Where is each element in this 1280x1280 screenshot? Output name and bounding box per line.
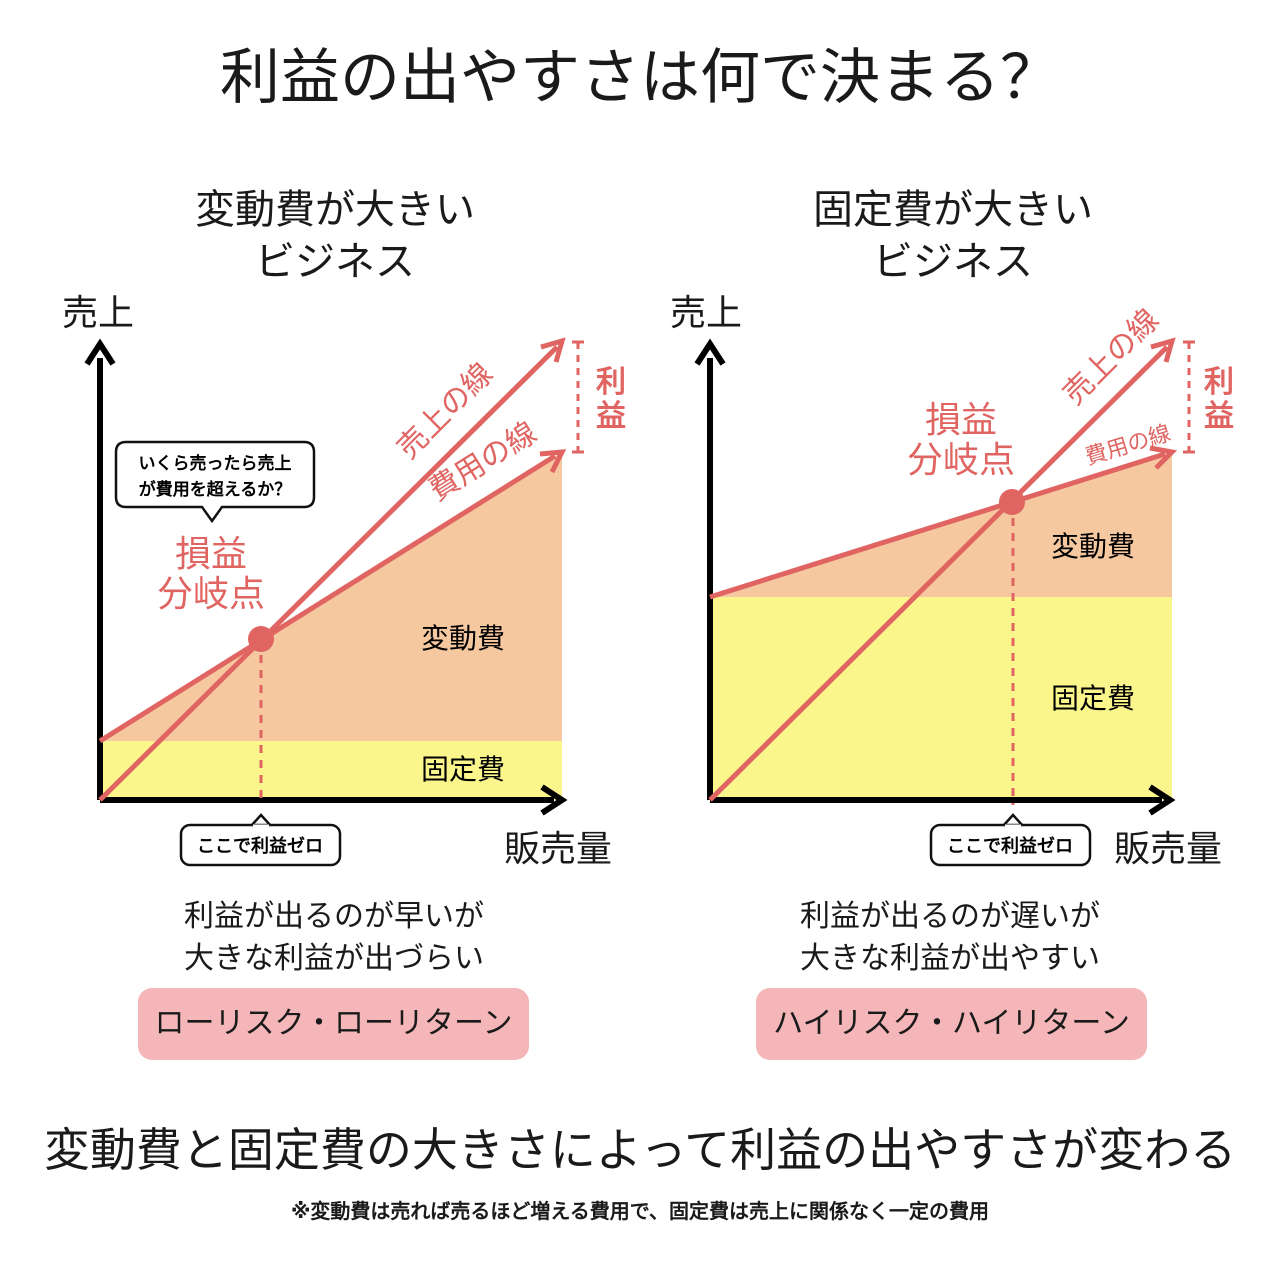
right-heading-line2: ビジネス — [873, 239, 1033, 285]
left-description-line2: 大きな利益が出づらい — [184, 941, 484, 976]
left-bep-point — [248, 626, 274, 652]
right-bep-label-2: 分岐点 — [907, 440, 1015, 481]
right-x-axis-label: 販売量 — [1114, 829, 1223, 870]
left-risk-badge: ローリスク・ローリターン — [138, 988, 529, 1060]
right-sales-line-arrowhead — [1150, 337, 1176, 363]
right-description-line2: 大きな利益が出やすい — [800, 941, 1100, 976]
left-profit-label-1: 利 — [596, 365, 626, 400]
right-zero-tag: ここで利益ゼロ — [929, 813, 1092, 867]
left-y-axis-label: 売上 — [62, 293, 135, 334]
right-x-axis-arrowhead — [1148, 784, 1176, 816]
right-profit-label-1: 利 — [1204, 365, 1234, 400]
right-bep-point — [999, 489, 1025, 515]
left-sales-line — [98, 345, 559, 802]
right-sales-line — [708, 345, 1169, 802]
right-description: 利益が出るのが遅いが 大きな利益が出やすい — [670, 896, 1230, 980]
summary-text: 変動費と固定費の大きさによって利益の出やすさが変わる — [43, 1123, 1237, 1177]
right-chart: 売上の線 費用の線 利 益 損益 分岐点 変動費 固定費 ここで利益ゼロ — [694, 302, 1234, 867]
right-y-axis-label: 売上 — [670, 293, 743, 334]
right-zero-tag-label: ここで利益ゼロ — [947, 835, 1073, 857]
right-profit-label-2: 益 — [1204, 399, 1234, 434]
left-bep-label-2: 分岐点 — [157, 574, 265, 615]
right-description-line1: 利益が出るのが遅いが — [800, 899, 1100, 934]
right-sales-line-label: 売上の線 — [1056, 302, 1166, 412]
left-x-axis-arrowhead — [540, 784, 568, 816]
right-heading: 固定費が大きい ビジネス — [703, 184, 1203, 288]
left-description-line1: 利益が出るのが早いが — [184, 899, 484, 934]
left-profit-label-2: 益 — [596, 399, 626, 434]
right-cost-line-arrowhead — [1149, 445, 1178, 470]
left-fixed-cost-label: 固定費 — [421, 753, 505, 786]
left-bep-label-1: 損益 — [175, 534, 247, 575]
right-fixed-cost-area — [710, 597, 1172, 800]
left-heading-line2: ビジネス — [255, 239, 415, 285]
footnote: ※変動費は売れば売るほど増える費用で、固定費は売上に関係なく一定の費用 — [290, 1199, 990, 1223]
left-x-axis-label: 販売量 — [504, 829, 613, 870]
left-bubble-line2: が費用を超えるか？ — [139, 479, 292, 500]
left-chart: 売上の線 費用の線 利 益 損益 分岐点 いくら売ったら売上 が費用を超えるか？… — [84, 337, 626, 867]
left-heading: 変動費が大きい ビジネス — [85, 184, 585, 288]
right-variable-cost-label: 変動費 — [1051, 530, 1135, 563]
left-zero-tag: ここで利益ゼロ — [179, 813, 342, 867]
right-bep-label-1: 損益 — [925, 400, 997, 441]
left-bubble-line1: いくら売ったら売上 — [139, 453, 292, 474]
right-y-axis-arrowhead — [694, 338, 726, 366]
left-sales-line-arrowhead — [540, 337, 566, 363]
left-cost-line — [98, 453, 557, 744]
left-y-axis-arrowhead — [84, 338, 116, 366]
left-fixed-cost-area — [100, 741, 562, 800]
right-cost-line — [709, 451, 1166, 600]
left-variable-cost-label: 変動費 — [421, 622, 505, 655]
left-description: 利益が出るのが早いが 大きな利益が出づらい — [54, 896, 614, 980]
left-zero-tag-label: ここで利益ゼロ — [197, 835, 323, 857]
right-risk-badge: ハイリスク・ハイリターン — [756, 988, 1147, 1060]
left-cost-line-arrowhead — [539, 449, 567, 474]
page-title: 利益の出やすさは何で決まる？ — [220, 43, 1060, 113]
right-heading-line1: 固定費が大きい — [813, 187, 1093, 233]
right-fixed-cost-label: 固定費 — [1051, 682, 1135, 715]
left-speech-bubble: いくら売ったら売上 が費用を超えるか？ — [114, 440, 316, 524]
left-heading-line1: 変動費が大きい — [195, 187, 475, 233]
